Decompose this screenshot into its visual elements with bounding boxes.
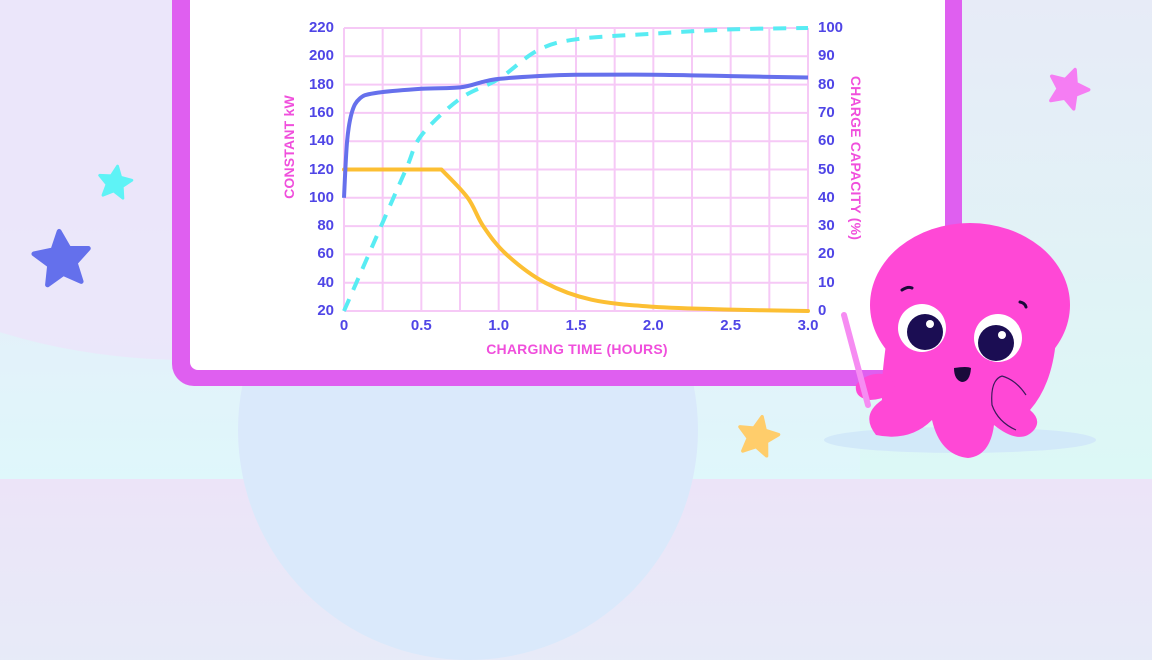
charging-chart [342, 26, 810, 313]
y2-tick-label: 30 [818, 217, 835, 235]
star-yellow-icon [738, 414, 781, 458]
y2-tick-label: 80 [818, 75, 835, 93]
octopus-body [855, 223, 1070, 458]
star-cyan-icon [98, 164, 134, 200]
chart-series [342, 26, 810, 313]
series-capacity-dashed-line [342, 26, 809, 312]
y-tick-label: 160 [308, 103, 334, 121]
x-axis-title: CHARGING TIME (HOURS) [486, 341, 668, 357]
y-tick-label: 40 [317, 273, 334, 291]
y-axis-left-title: CONSTANT kW [281, 95, 297, 199]
whiteboard-frame [172, 0, 962, 386]
x-tick-label: 0.5 [410, 317, 432, 334]
y2-tick-label: 20 [818, 245, 835, 263]
x-tick-label: 2.5 [720, 317, 742, 334]
star-pink-icon [1049, 67, 1091, 111]
y2-tick-label: 70 [818, 103, 835, 121]
x-tick-label: 0 [339, 317, 349, 334]
y-tick-label: 220 [308, 19, 334, 36]
octopus-face [898, 285, 1028, 431]
y2-tick-label: 10 [818, 273, 835, 291]
y-tick-label: 20 [317, 302, 334, 319]
x-tick-label: 2.0 [642, 317, 664, 334]
y-tick-label: 60 [317, 245, 334, 263]
series-purple-line [342, 72, 809, 198]
pointer-stick [841, 312, 871, 408]
y-tick-label: 180 [308, 75, 334, 93]
star-blue-icon [31, 228, 91, 288]
x-tick-label: 1.5 [565, 317, 587, 334]
y2-tick-label: 60 [818, 132, 835, 150]
y2-tick-label: 100 [818, 19, 844, 36]
whiteboard-surface [190, 0, 945, 370]
series-yellow-line [342, 167, 810, 313]
x-tick-label: 1.0 [488, 317, 510, 334]
x-tick-label: 3.0 [797, 317, 819, 334]
y2-tick-label: 50 [818, 160, 835, 178]
y-tick-label: 120 [308, 160, 334, 178]
y-tick-label: 140 [308, 132, 334, 150]
y2-tick-label: 0 [818, 302, 827, 319]
octopus-mascot [824, 223, 1096, 458]
y2-tick-label: 40 [818, 188, 835, 206]
y2-tick-label: 90 [818, 47, 835, 65]
y-tick-label: 100 [308, 188, 334, 206]
y-tick-label: 200 [308, 47, 334, 65]
y-tick-label: 80 [317, 217, 334, 235]
